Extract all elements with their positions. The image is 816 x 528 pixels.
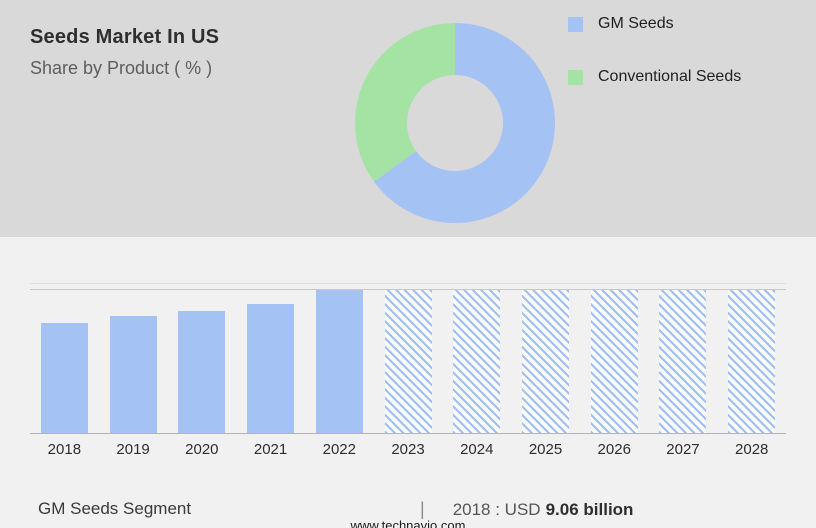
- historic-bar: [247, 304, 295, 433]
- historic-bar: [40, 322, 88, 433]
- legend-item-conventional-seeds: Conventional Seeds: [568, 68, 741, 86]
- conventional-seeds-swatch: [568, 69, 583, 85]
- header-panel: Seeds Market In US Share by Product ( % …: [0, 0, 816, 237]
- year-label: 2028: [735, 441, 769, 458]
- year-label: 2027: [666, 441, 700, 458]
- bar-chart: 2018 2019 2020 2021 2022 2023 2024 2025 2026 2027…: [30, 283, 786, 458]
- bar-column: [374, 290, 443, 433]
- historic-bar: [315, 290, 363, 433]
- donut-chart: [355, 23, 555, 223]
- segment-label: GM Seeds Segment: [38, 499, 192, 518]
- year-label: 2019: [116, 441, 150, 458]
- page-subtitle: Share by Product ( % ): [30, 58, 213, 78]
- bar-column: [511, 290, 580, 433]
- year-label: 2025: [528, 441, 563, 458]
- bar-column: [305, 290, 374, 433]
- bar-plot: [30, 283, 786, 434]
- year-label: 2020: [185, 441, 219, 458]
- legend-label-gm-seeds: GM Seeds: [598, 15, 674, 32]
- bar-column: [580, 290, 649, 433]
- forecast-bar: [453, 290, 501, 433]
- bar-column: [442, 290, 511, 433]
- forecast-bar: [384, 290, 432, 433]
- year-label: 2018: [47, 441, 82, 458]
- year-label: 2024: [460, 441, 494, 458]
- website-url: www.technavio.com: [350, 518, 466, 528]
- bar-column: [99, 290, 168, 433]
- bar-column: [717, 290, 786, 433]
- bar-column: [30, 290, 99, 433]
- forecast-bar: [522, 290, 569, 433]
- legend: GM Seeds Conventional Seeds: [568, 15, 741, 121]
- bar-column: [167, 290, 236, 433]
- year-labels: 2018 2019 2020 2021 2022 2023 2024 2025 2026 2027…: [30, 441, 786, 458]
- bar-column: [236, 290, 305, 433]
- forecast-bar: [659, 290, 707, 433]
- bar-column: [649, 290, 718, 433]
- forecast-bar: [590, 290, 638, 433]
- page-title: Seeds Market In US: [30, 26, 220, 48]
- year-label: 2022: [322, 441, 356, 458]
- legend-label-conventional-seeds: Conventional Seeds: [598, 68, 742, 85]
- value-prefix: 2018 : USD: [452, 500, 541, 519]
- separator: |: [420, 499, 425, 519]
- legend-item-gm-seeds: GM Seeds: [568, 15, 741, 33]
- year-label: 2021: [253, 441, 288, 458]
- forecast-bar: [728, 290, 776, 433]
- value-bold: 9.06 billion: [545, 500, 634, 519]
- year-label: 2023: [391, 441, 425, 458]
- segment-value: | 2018 : USD 9.06 billion: [420, 499, 633, 520]
- historic-bar: [178, 311, 226, 433]
- header: Seeds Market In US Share by Product ( % …: [30, 26, 219, 79]
- gm-seeds-swatch: [568, 16, 583, 32]
- chart-panel: 2018 2019 2020 2021 2022 2023 2024 2025 2026 2027…: [0, 237, 816, 528]
- year-label: 2026: [597, 441, 631, 458]
- historic-bar: [109, 315, 157, 433]
